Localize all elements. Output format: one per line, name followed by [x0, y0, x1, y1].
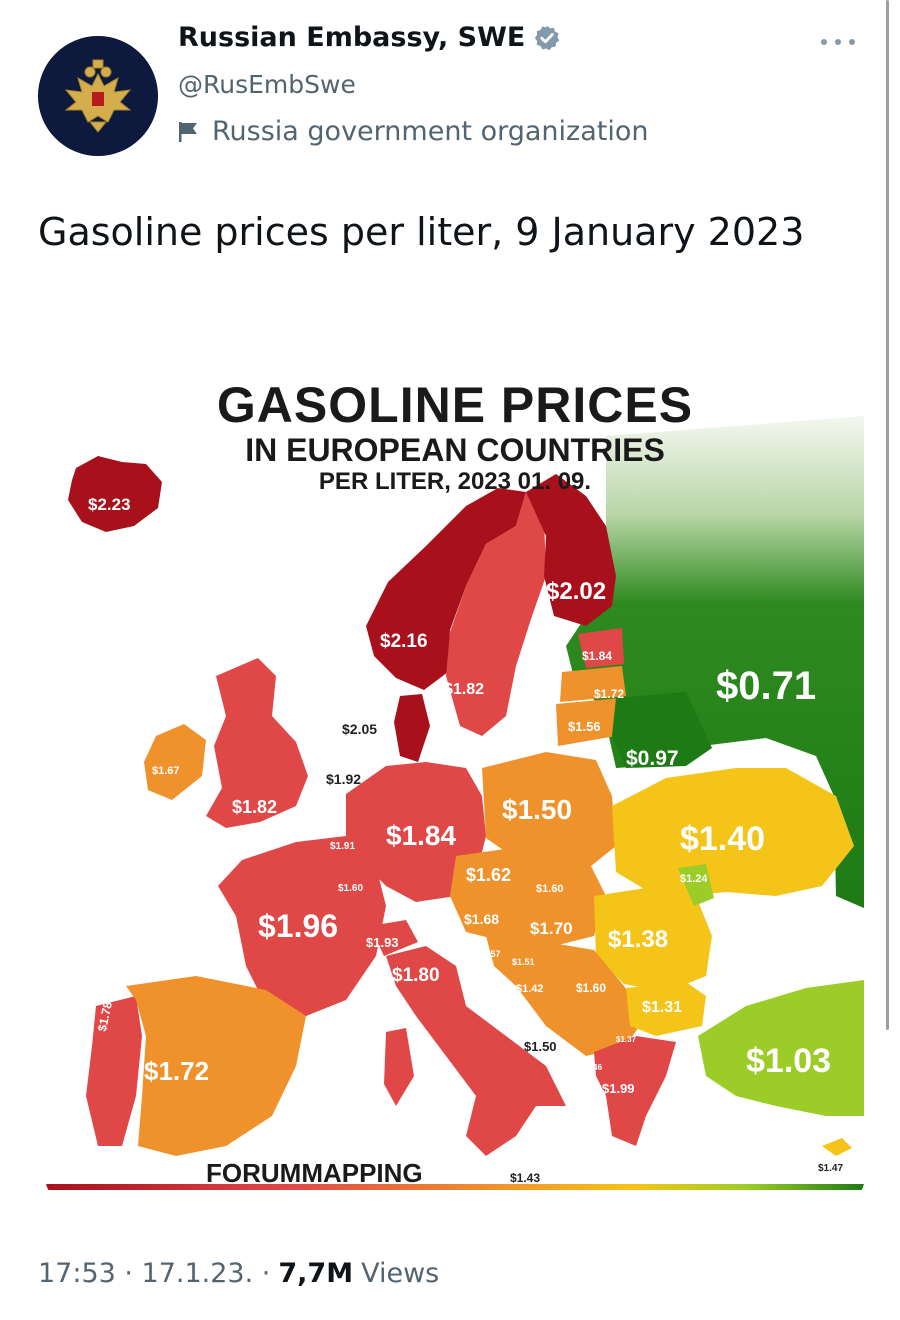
region-switzerland — [370, 920, 418, 956]
region-finland — [526, 474, 616, 626]
region-greece — [594, 1036, 676, 1146]
price-label-luxembourg: $1.60 — [338, 883, 364, 894]
price-label-malta: $1.43 — [510, 1171, 541, 1185]
price-label-lithuania: $1.56 — [568, 719, 601, 734]
region-uk — [206, 658, 308, 828]
price-label-moldova: $1.24 — [680, 873, 708, 885]
region-poland — [482, 752, 616, 870]
region-germany — [346, 762, 486, 902]
region-estonia — [578, 628, 624, 668]
price-label-montenegro: $1.50 — [524, 1039, 557, 1054]
region-ukraine — [612, 768, 854, 896]
map-title: GASOLINE PRICES — [216, 377, 694, 433]
region-turkey — [698, 980, 864, 1116]
region-spain — [126, 976, 306, 1156]
region-iceland — [68, 456, 162, 532]
author-avatar[interactable] — [38, 36, 158, 156]
region-romania — [594, 888, 712, 992]
region-russia — [566, 416, 864, 908]
tweet-media-image[interactable]: GASOLINE PRICES IN EUROPEAN COUNTRIES PE… — [46, 376, 864, 1196]
map-subtitle: IN EUROPEAN COUNTRIES — [245, 432, 665, 468]
price-label-romania: $1.38 — [608, 926, 669, 953]
verified-badge-icon — [535, 25, 560, 50]
price-label-hungary: $1.70 — [530, 919, 573, 938]
price-label-albania: $1.46 — [582, 1063, 603, 1072]
region-belarus — [612, 692, 712, 768]
price-label-norway: $2.16 — [380, 631, 428, 652]
price-label-france: $1.96 — [258, 908, 339, 944]
author-handle[interactable]: @RusEmbSwe — [178, 70, 356, 99]
price-label-czechia: $1.62 — [466, 865, 512, 885]
price-label-germany: $1.84 — [386, 820, 457, 851]
price-label-sweden: $1.82 — [444, 681, 485, 698]
tweet-meta: 17:53 · 17.1.23. · 7,7M Views — [38, 1258, 439, 1289]
price-label-switzerland: $1.93 — [366, 935, 399, 950]
region-lithuania — [556, 698, 620, 746]
price-label-austria: $1.68 — [464, 911, 500, 927]
region-bulgaria — [626, 982, 706, 1036]
price-label-estonia: $1.84 — [582, 649, 613, 663]
views-label: Views — [361, 1258, 440, 1289]
europe-map — [46, 416, 864, 1190]
region-central — [450, 846, 606, 948]
region-latvia — [560, 666, 626, 702]
price-label-turkey: $1.03 — [746, 1042, 832, 1080]
price-label-poland: $1.50 — [502, 794, 573, 825]
price-label-netherlands: $1.92 — [326, 771, 362, 787]
region-cyprus — [822, 1138, 852, 1156]
affiliation-label-row: Russia government organization — [178, 116, 648, 147]
price-label-uk: $1.82 — [232, 797, 278, 817]
region-moldova — [678, 864, 714, 906]
price-label-north-macedonia: $1.37 — [616, 1035, 637, 1044]
region-portugal — [86, 996, 142, 1146]
views-count: 7,7M — [278, 1258, 354, 1289]
price-label-ireland: $1.67 — [152, 765, 180, 777]
region-france — [218, 836, 386, 1016]
price-label-spain: $1.72 — [144, 1056, 210, 1086]
price-label-cyprus: $1.47 — [818, 1163, 844, 1174]
author-display-name[interactable]: Russian Embassy, SWE — [178, 22, 526, 53]
price-label-denmark: $2.05 — [342, 721, 378, 737]
price-label-slovakia: $1.60 — [536, 883, 564, 895]
more-dots-icon[interactable] — [814, 30, 862, 54]
tweet-timestamp[interactable]: 17:53 · 17.1.23. · — [38, 1258, 271, 1289]
eagle-emblem-icon — [38, 36, 158, 156]
price-label-greece: $1.99 — [602, 1081, 635, 1096]
region-italy — [386, 946, 566, 1156]
page-scrollbar[interactable] — [886, 0, 889, 1030]
price-label-latvia: $1.72 — [594, 687, 625, 701]
region-ireland — [144, 724, 206, 800]
price-label-bulgaria: $1.31 — [642, 999, 683, 1016]
region-balkans — [486, 936, 646, 1056]
price-label-serbia: $1.60 — [576, 981, 607, 995]
price-label-italy: $1.80 — [392, 965, 440, 986]
map-credit: FORUMMAPPING — [206, 1158, 423, 1188]
price-label-belarus: $0.97 — [626, 747, 679, 770]
flag-icon — [179, 121, 197, 142]
region-sweden — [446, 492, 546, 736]
price-label-bosnia: $1.42 — [516, 983, 544, 995]
affiliation-label[interactable]: Russia government organization — [212, 116, 649, 147]
map-subtitle-date: PER LITER, 2023 01. 09. — [318, 468, 592, 495]
author-name-row: Russian Embassy, SWE — [178, 22, 561, 53]
legend-gradient-bar — [46, 1184, 864, 1190]
price-label-ukraine: $1.40 — [680, 820, 766, 858]
region-sardinia — [384, 1028, 414, 1106]
region-norway — [366, 488, 526, 690]
tweet-text: Gasoline prices per liter, 9 January 202… — [38, 210, 805, 254]
price-label-iceland: $2.23 — [88, 495, 131, 514]
price-label-croatia: $1.51 — [512, 957, 535, 967]
price-label-slovenia: $1.57 — [478, 949, 501, 959]
region-denmark — [394, 694, 430, 762]
price-label-belgium: $1.91 — [330, 841, 356, 852]
price-label-finland: $2.02 — [546, 578, 607, 605]
price-label-russia: $0.71 — [716, 664, 817, 708]
